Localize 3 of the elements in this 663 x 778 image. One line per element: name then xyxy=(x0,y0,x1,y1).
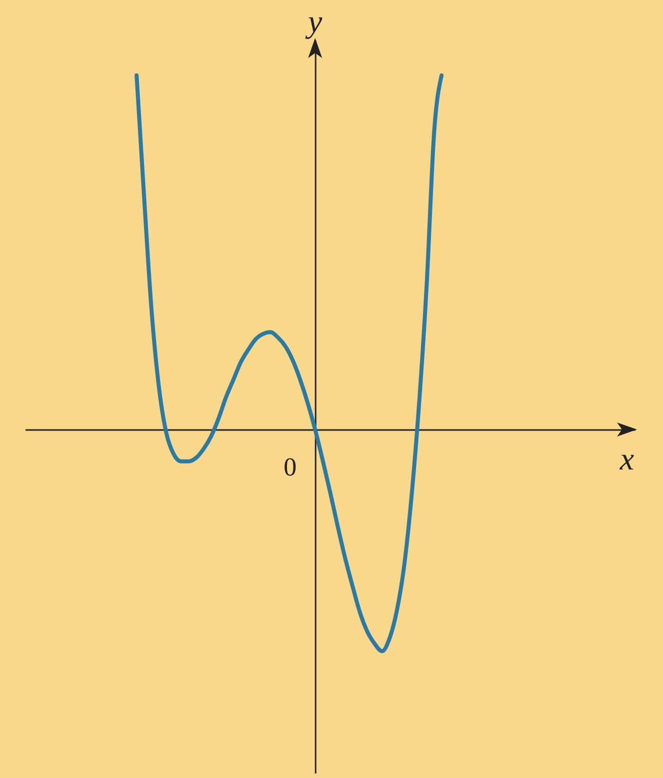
text: y xyxy=(305,3,324,39)
text: x xyxy=(618,440,634,477)
annotation: 0 xyxy=(284,452,297,482)
